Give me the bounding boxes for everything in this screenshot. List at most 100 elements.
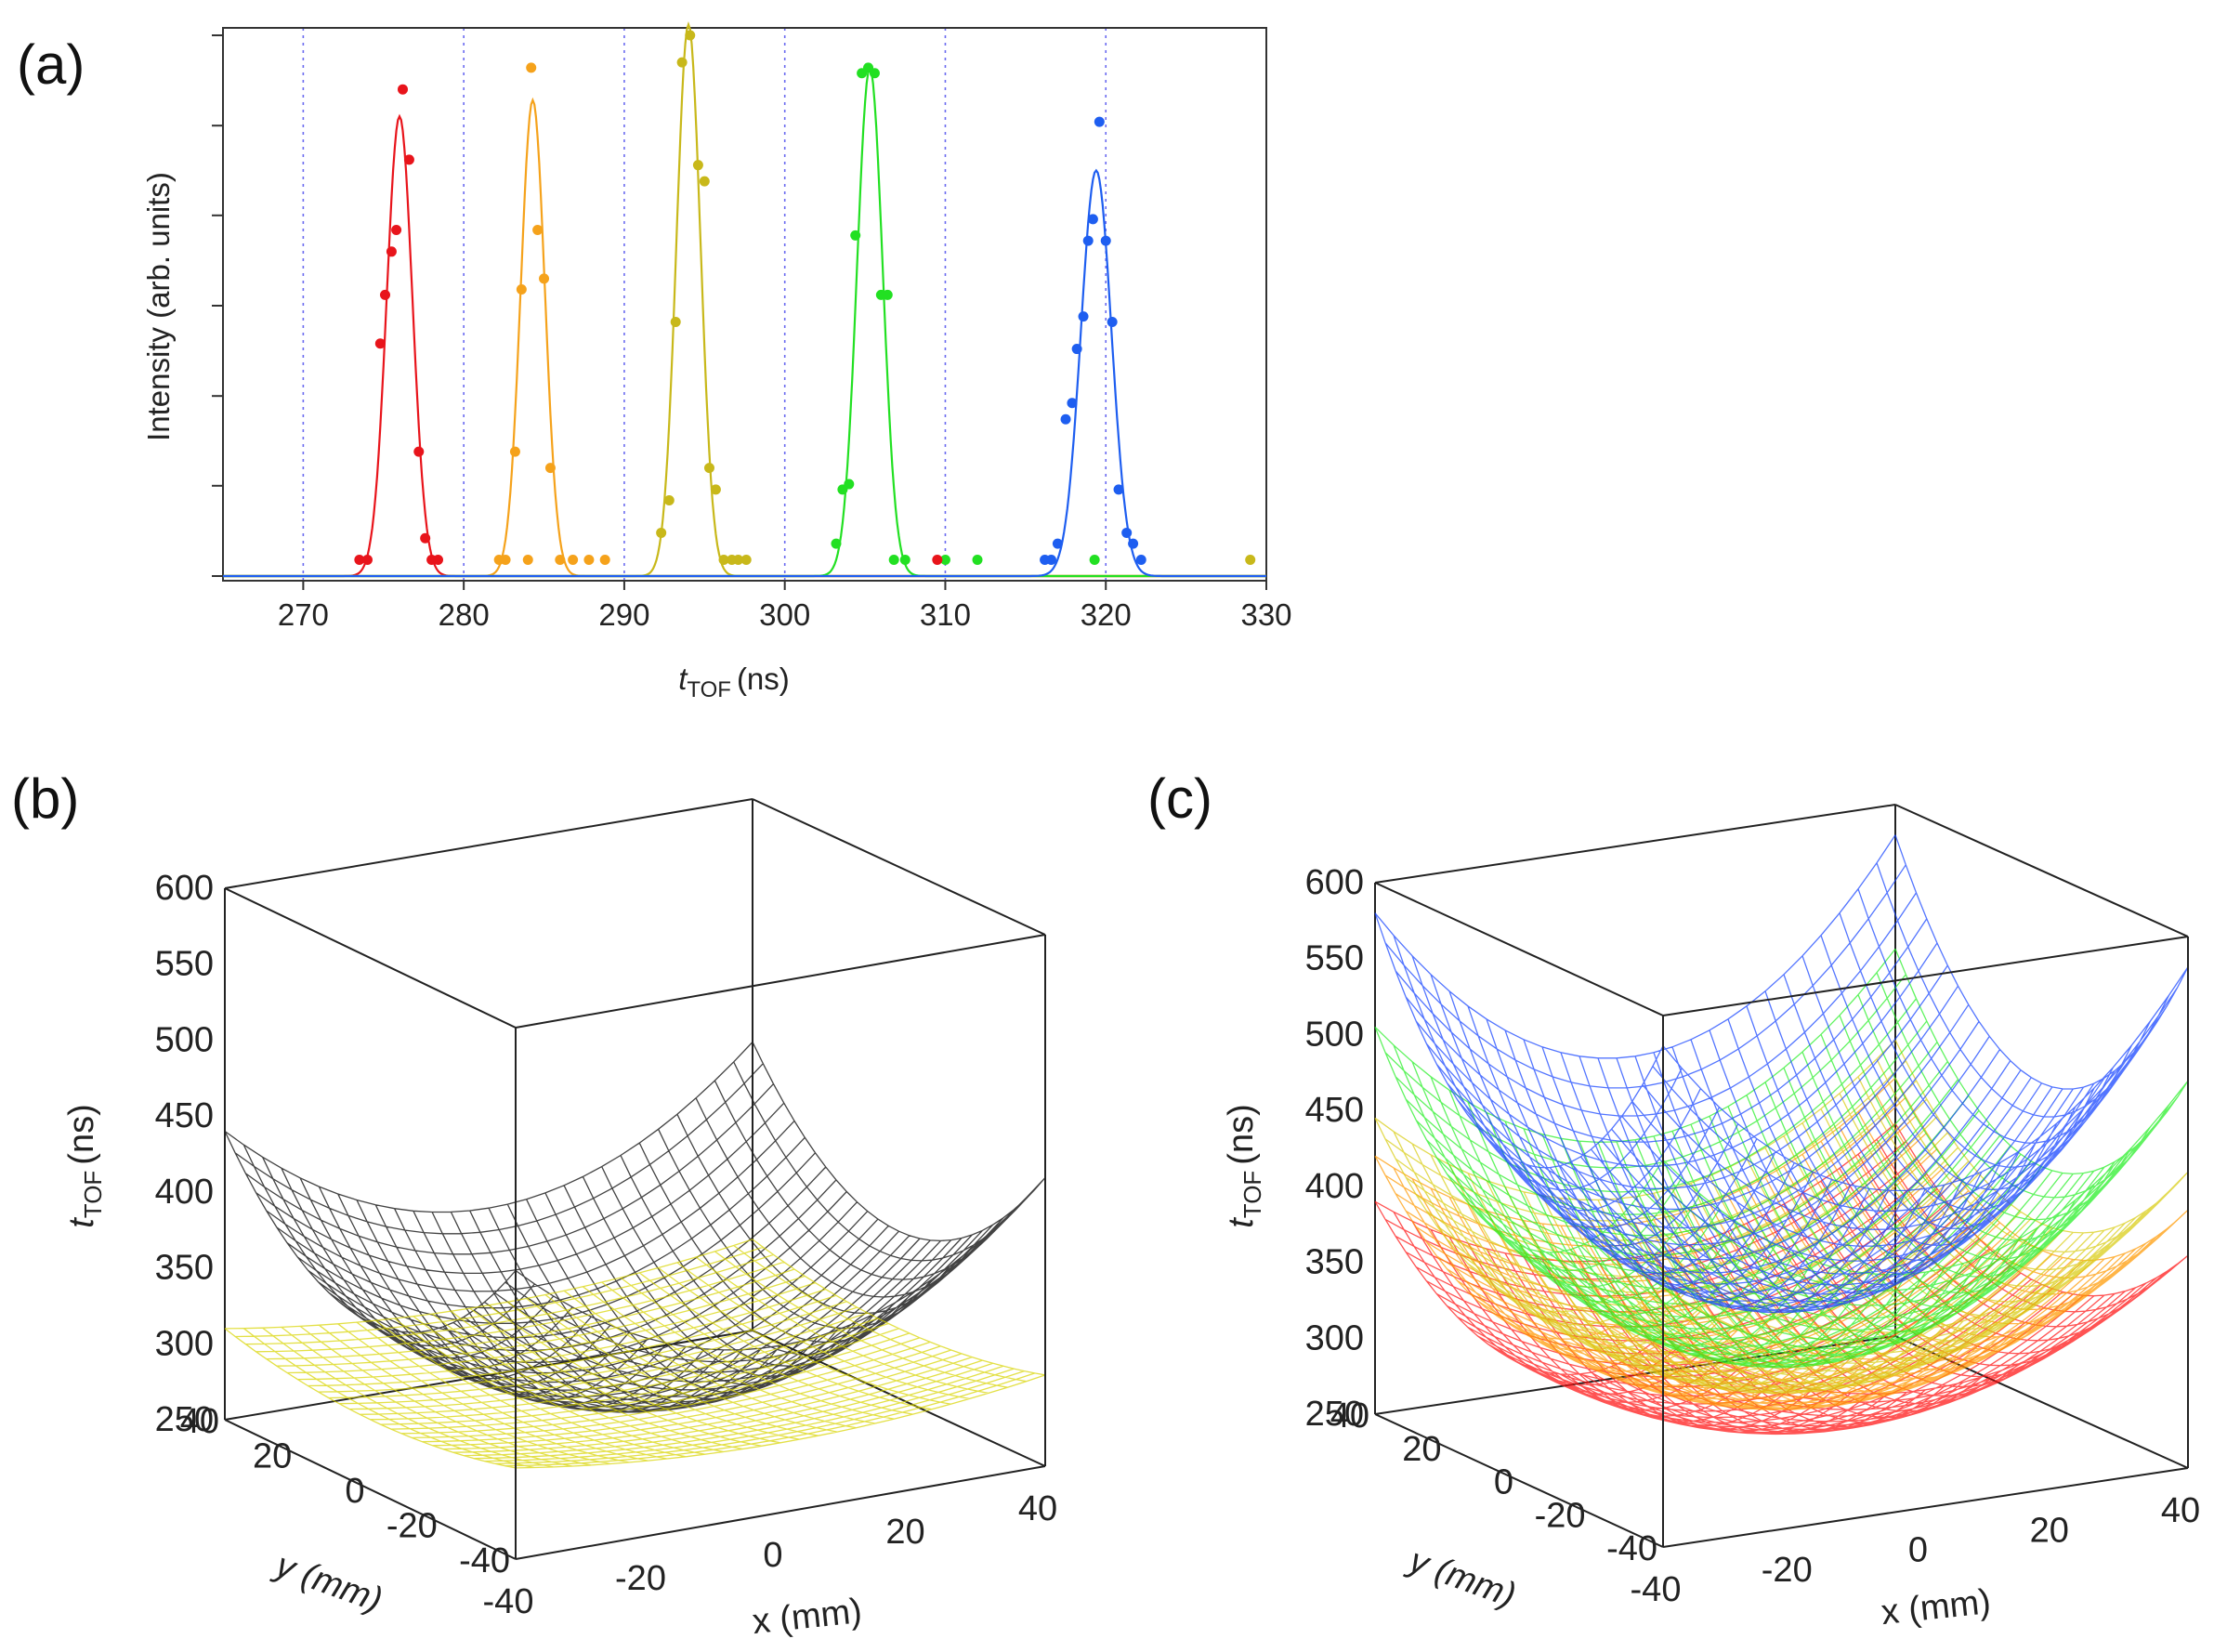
box-edge-top-left [1374,882,1664,1016]
x-tick-label-4: 310 [920,597,971,632]
box-edge-top-back [1374,804,1896,884]
data-point-4-9 [1094,116,1105,127]
x-tick-label-1: 280 [439,597,490,632]
x-tick-label-0: 270 [278,597,329,632]
y-tick-label-4: -40 [459,1541,510,1580]
x-tick-label-0: -40 [483,1582,534,1621]
stray-point-0 [932,555,943,566]
chart-c-z-axis-label: tTOF (ns) [1222,1104,1266,1228]
chart-b-z-label-sub: TOF [79,1171,107,1219]
z-tick-label-5: 500 [155,1020,214,1059]
chart-b-z-label-main: t [62,1217,101,1228]
x-tick-label-1: -20 [615,1559,666,1598]
z-tick-label-2: 350 [1305,1243,1364,1282]
box-edge-base-front [515,1465,1046,1560]
data-point-0-0 [354,555,365,566]
fit-curve-1 [223,97,1266,578]
data-point-2-11 [733,555,744,566]
chart-c-z-ticks: 250 300 350 400 450 500 550 600 [1305,863,1364,1434]
x-tick-label-1: -20 [1762,1551,1813,1590]
data-point-4-3 [1060,413,1071,425]
data-point-0-2 [374,338,386,349]
fit-curve-4 [223,168,1266,578]
data-point-3-0 [831,538,842,549]
data-point-4-14 [1128,538,1139,549]
z-tick-label-6: 550 [1305,939,1364,978]
y-tick-label-3: -20 [386,1507,438,1546]
data-point-4-4 [1067,398,1078,409]
data-point-1-11 [583,555,595,566]
data-point-1-2 [509,446,520,457]
data-point-0-11 [433,555,444,566]
data-point-1-1 [500,555,511,566]
x-tick-label-2: 0 [1908,1531,1928,1570]
data-point-3-10 [899,555,910,566]
box-edge-top-right [1894,804,2189,937]
chart-a-x-axis-label: tTOF (ns) [678,662,790,702]
chart-b-z-label-unit: (ns) [62,1104,101,1164]
data-point-3-13 [1089,555,1100,566]
y-tick-label-0: 40 [180,1402,219,1441]
data-point-3-11 [939,555,950,566]
chart-a-gridlines [302,28,1267,581]
chart-b-surfaces [224,1042,1046,1469]
panel-label-b: (b) [11,767,79,830]
z-tick-label-6: 550 [155,945,214,984]
y-tick-label-4: -40 [1606,1529,1657,1568]
chart-a-fit-curves [223,20,1266,578]
x-tick-label-5: 320 [1081,597,1132,632]
data-point-3-8 [882,289,893,300]
x-tick-label-3: 20 [2030,1511,2069,1550]
chart-c-z-label-main: t [1222,1217,1261,1228]
chart-a-x-label-unit: (ns) [737,662,790,696]
y-tick-label-0: 40 [1330,1396,1369,1436]
data-point-1-3 [516,284,527,295]
data-point-1-4 [522,555,533,566]
data-point-2-3 [676,57,688,68]
box-edge-top-front [515,934,1046,1029]
panel-label-a: (a) [17,33,85,96]
chart-c-x-axis-label: x (mm) [1880,1582,1993,1632]
data-point-0-6 [398,84,409,95]
x-tick-label-2: 0 [763,1536,782,1575]
data-point-1-9 [555,555,566,566]
data-point-3-6 [869,68,880,79]
chart-a-x-label-main: t [678,662,688,696]
chart-a-intensity-vs-tof: 270 280 290 300 310 320 330 Intensity (arb. un… [141,20,1292,702]
data-point-0-5 [391,225,402,236]
data-point-0-4 [386,246,397,257]
data-point-1-8 [544,463,556,474]
data-point-2-7 [703,463,714,474]
data-point-1-5 [526,62,537,73]
z-tick-label-3: 400 [155,1173,214,1212]
surface-1 [224,1239,1046,1469]
box-edge-top-front [1662,936,2189,1016]
data-point-2-5 [692,160,703,171]
data-point-1-6 [532,225,544,236]
data-point-2-13 [1245,555,1256,566]
data-point-3-2 [844,479,855,490]
y-tick-label-2: 0 [345,1472,364,1511]
z-tick-label-5: 500 [1305,1015,1364,1054]
data-point-3-12 [972,555,983,566]
data-point-1-12 [599,555,610,566]
chart-b-z-axis-label: tTOF (ns) [62,1104,107,1228]
chart-a-x-ticks: 270 280 290 300 310 320 330 [278,581,1292,632]
data-point-3-9 [888,555,899,566]
data-point-4-1 [1045,555,1056,566]
data-point-2-0 [656,527,667,538]
chart-b-front-edges [515,934,1046,1560]
chart-b-x-ticks: -40 -20 0 20 40 [483,1489,1058,1621]
data-point-4-7 [1082,235,1094,246]
surface-mesh-0 [224,1042,1046,1413]
z-tick-label-1: 300 [155,1324,214,1363]
surface-mesh-4 [1374,834,2189,1314]
data-point-4-8 [1087,214,1098,225]
data-point-2-4 [685,30,696,41]
y-tick-label-3: -20 [1535,1496,1586,1535]
data-point-1-7 [539,273,550,284]
data-point-2-6 [699,176,710,187]
data-point-4-13 [1121,527,1133,538]
box-edge-base-front [1662,1467,2189,1548]
